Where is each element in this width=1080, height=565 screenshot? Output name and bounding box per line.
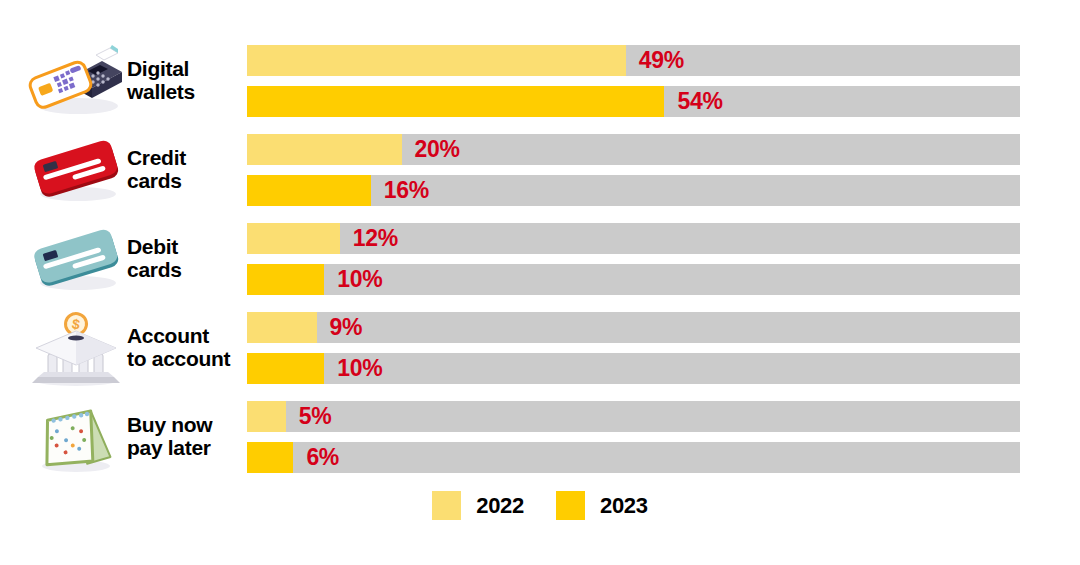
bar-group: 49%54% [247,45,1020,117]
chart-rows: Digital wallets49%54% Credit cards20%16%… [0,45,1080,473]
bar-2022 [247,401,286,432]
bar-group: 9%10% [247,312,1020,384]
calendar-icon [28,399,124,475]
bar-track: 6% [247,442,1020,473]
bar-track: 12% [247,223,1020,254]
bar-track: 9% [247,312,1020,343]
value-label: 10% [337,264,382,295]
bar-track: 16% [247,175,1020,206]
bar-track: 20% [247,134,1020,165]
category-label: Debit cards [127,236,247,281]
debit-card-icon-cell [25,221,127,297]
value-label: 54% [677,86,722,117]
category-label: Digital wallets [127,58,247,103]
legend-label: 2023 [600,493,648,519]
bar-2022 [247,134,402,165]
bank-icon: $ [28,310,124,386]
category-label: Buy now pay later [127,414,247,459]
bar-group: 5%6% [247,401,1020,473]
value-label: 5% [299,401,332,432]
payment-methods-infographic: Digital wallets49%54% Credit cards20%16%… [0,0,1080,565]
value-label: 20% [415,134,460,165]
chart-row: $ Account to account9%10% [0,312,1080,384]
bar-2023 [247,353,324,384]
bar-track: 10% [247,353,1020,384]
chart-row: Digital wallets49%54% [0,45,1080,117]
legend-item-2023: 2023 [556,491,648,520]
legend-swatch [432,491,461,520]
chart-row: Buy now pay later5%6% [0,401,1080,473]
bank-icon-cell: $ [25,310,127,386]
calendar-icon-cell [25,399,127,475]
bar-group: 20%16% [247,134,1020,206]
bar-track: 5% [247,401,1020,432]
legend-item-2022: 2022 [432,491,524,520]
bar-2023 [247,175,371,206]
bar-2023 [247,86,664,117]
chart-row: Debit cards12%10% [0,223,1080,295]
legend-swatch [556,491,585,520]
bar-track: 54% [247,86,1020,117]
chart-row: Credit cards20%16% [0,134,1080,206]
value-label: 6% [306,442,339,473]
bar-2022 [247,45,626,76]
legend-label: 2022 [476,493,524,519]
credit-card-icon-cell [25,132,127,208]
debit-card-icon [28,223,124,295]
bar-track: 10% [247,264,1020,295]
bar-2022 [247,223,340,254]
bar-2022 [247,312,317,343]
bar-2023 [247,264,324,295]
bar-group: 12%10% [247,223,1020,295]
value-label: 49% [639,45,684,76]
category-label: Credit cards [127,147,247,192]
digital-wallets-icon [28,45,124,117]
category-label: Account to account [127,325,247,370]
credit-card-icon [28,134,124,206]
value-label: 10% [337,353,382,384]
bar-2023 [247,442,293,473]
chart-legend: 2022 2023 [0,491,1080,520]
value-label: 12% [353,223,398,254]
digital-wallets-icon-cell [25,43,127,119]
bar-track: 49% [247,45,1020,76]
value-label: 9% [330,312,363,343]
value-label: 16% [384,175,429,206]
